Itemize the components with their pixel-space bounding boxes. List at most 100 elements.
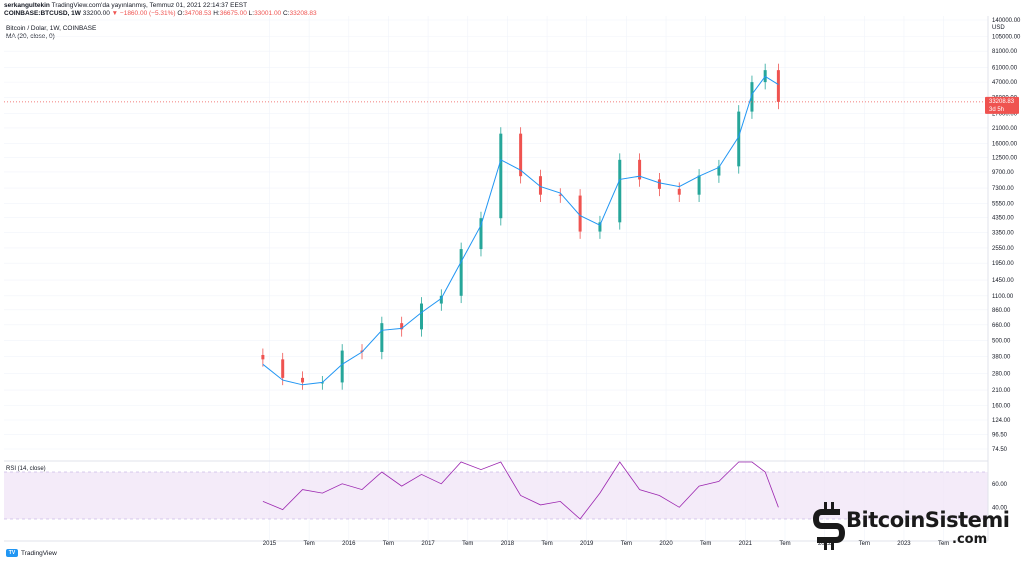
rsi-line bbox=[262, 461, 779, 520]
price-candle bbox=[750, 82, 754, 112]
y-tick-label: 860.00 bbox=[992, 308, 1011, 314]
publish-text: TradingView.com'da yayınlanmış, Temmuz 0… bbox=[51, 2, 248, 9]
price-candle bbox=[677, 188, 681, 195]
high-value: 36675.00 bbox=[219, 10, 247, 17]
price-candle bbox=[638, 159, 642, 180]
price-candle bbox=[657, 179, 661, 189]
price-tag-countdown: 3d 5h bbox=[989, 107, 1004, 113]
rsi-indicator-label[interactable]: RSI (14, close) bbox=[6, 466, 46, 472]
y-tick-label: 500.00 bbox=[992, 339, 1011, 345]
price-candle bbox=[320, 382, 324, 384]
y-tick-label: 4350.00 bbox=[992, 216, 1014, 222]
y-tick-label: 12500.00 bbox=[992, 155, 1018, 161]
price-change: ▼ −1860.00 (−5.31%) bbox=[111, 10, 176, 17]
y-tick-label: 105000.00 bbox=[992, 34, 1021, 40]
brand-suffix: .com bbox=[952, 532, 988, 547]
watermark-logo: BitcoinSistemi .com bbox=[812, 500, 1022, 555]
ma-line bbox=[262, 75, 779, 386]
symbol-label: COINBASE:BTCUSD, 1W bbox=[4, 10, 81, 17]
y-tick-label: 1950.00 bbox=[992, 261, 1014, 267]
brand-name: BitcoinSistemi bbox=[846, 508, 1010, 532]
y-tick-label: 3350.00 bbox=[992, 230, 1014, 236]
rsi-tick-label: 60.00 bbox=[992, 482, 1008, 488]
ohlc-line: COINBASE:BTCUSD, 1W 33200.00 ▼ −1860.00 … bbox=[4, 10, 317, 17]
y-tick-label: 7300.00 bbox=[992, 186, 1014, 192]
chart-legend-title[interactable]: Bitcoin / Dolar, 1W, COINBASE bbox=[6, 25, 97, 32]
x-tick-label: 2017 bbox=[421, 541, 435, 547]
price-tag: 33208.83 3d 5h bbox=[985, 96, 1019, 114]
price-candle bbox=[618, 159, 622, 223]
price-candle bbox=[737, 111, 741, 167]
x-tick-label: Tem bbox=[779, 541, 790, 547]
price-candle bbox=[400, 323, 404, 330]
price-candle bbox=[717, 166, 721, 176]
price-candle bbox=[459, 249, 463, 296]
y-tick-label: 47000.00 bbox=[992, 80, 1018, 86]
y-tick-label: 21000.00 bbox=[992, 126, 1018, 132]
rsi-tick-label: 40.00 bbox=[992, 505, 1008, 511]
price-candle bbox=[380, 323, 384, 352]
price-candle bbox=[261, 354, 265, 360]
y-tick-label: 2550.00 bbox=[992, 246, 1014, 252]
y-tick-label: 96.50 bbox=[992, 432, 1008, 438]
x-tick-label: 2018 bbox=[501, 541, 515, 547]
x-tick-label: Tem bbox=[859, 541, 870, 547]
y-tick-label: 16000.00 bbox=[992, 141, 1018, 147]
tradingview-logo[interactable]: TV TradingView bbox=[6, 549, 57, 557]
y-tick-label: 124.00 bbox=[992, 418, 1011, 424]
price-candle bbox=[776, 70, 780, 102]
y-tick-label: 1100.00 bbox=[992, 294, 1014, 300]
price-candle bbox=[499, 133, 503, 219]
price-candle bbox=[479, 218, 483, 250]
last-price: 33200.00 bbox=[82, 10, 110, 17]
price-candle bbox=[578, 195, 582, 232]
close-value: 33208.83 bbox=[289, 10, 317, 17]
x-tick-label: Tem bbox=[462, 541, 473, 547]
y-tick-label: 1450.00 bbox=[992, 278, 1014, 284]
price-candle bbox=[439, 295, 443, 304]
y-tick-label: 81000.00 bbox=[992, 49, 1018, 55]
tradingview-icon: TV bbox=[6, 549, 18, 557]
bitcoin-s-icon bbox=[812, 502, 846, 550]
x-tick-label: Tem bbox=[621, 541, 632, 547]
price-candle bbox=[538, 176, 542, 195]
x-tick-label: 2020 bbox=[659, 541, 673, 547]
price-candle bbox=[598, 222, 602, 232]
x-tick-label: 2023 bbox=[897, 541, 911, 547]
price-candle bbox=[419, 303, 423, 330]
x-tick-label: 2021 bbox=[739, 541, 753, 547]
open-value: 34708.53 bbox=[184, 10, 212, 17]
y-tick-label: 380.00 bbox=[992, 354, 1011, 360]
y-tick-label: 74.50 bbox=[992, 447, 1008, 453]
currency-label: USD bbox=[992, 25, 1005, 31]
y-tick-label: 280.00 bbox=[992, 372, 1011, 378]
author-name: serkangultekin bbox=[4, 2, 50, 9]
x-tick-label: 2019 bbox=[580, 541, 594, 547]
low-value: 33001.00 bbox=[254, 10, 282, 17]
price-candle bbox=[558, 194, 562, 196]
y-tick-label: 210.00 bbox=[992, 388, 1011, 394]
price-candle bbox=[281, 359, 285, 378]
publish-info: serkangultekin TradingView.com'da yayınl… bbox=[4, 2, 247, 9]
price-tag-value: 33208.83 bbox=[989, 99, 1015, 105]
tradingview-text: TradingView bbox=[21, 549, 57, 557]
y-tick-label: 140000.00 bbox=[992, 18, 1021, 24]
y-tick-label: 160.00 bbox=[992, 404, 1011, 410]
price-candle bbox=[519, 133, 523, 177]
y-tick-label: 660.00 bbox=[992, 323, 1011, 329]
x-tick-label: Tem bbox=[938, 541, 949, 547]
price-candle bbox=[697, 175, 701, 195]
x-tick-label: Tem bbox=[303, 541, 314, 547]
y-tick-label: 9700.00 bbox=[992, 170, 1014, 176]
x-tick-label: Tem bbox=[383, 541, 394, 547]
y-tick-label: 61000.00 bbox=[992, 65, 1018, 71]
y-tick-label: 5550.00 bbox=[992, 202, 1014, 208]
y-tick-label: 27000.00 bbox=[992, 112, 1018, 118]
x-tick-label: 2016 bbox=[342, 541, 356, 547]
x-tick-label: Tem bbox=[541, 541, 552, 547]
price-candle bbox=[340, 350, 344, 383]
x-tick-label: Tem bbox=[700, 541, 711, 547]
x-tick-label: 2015 bbox=[263, 541, 277, 547]
price-candle bbox=[301, 377, 305, 383]
